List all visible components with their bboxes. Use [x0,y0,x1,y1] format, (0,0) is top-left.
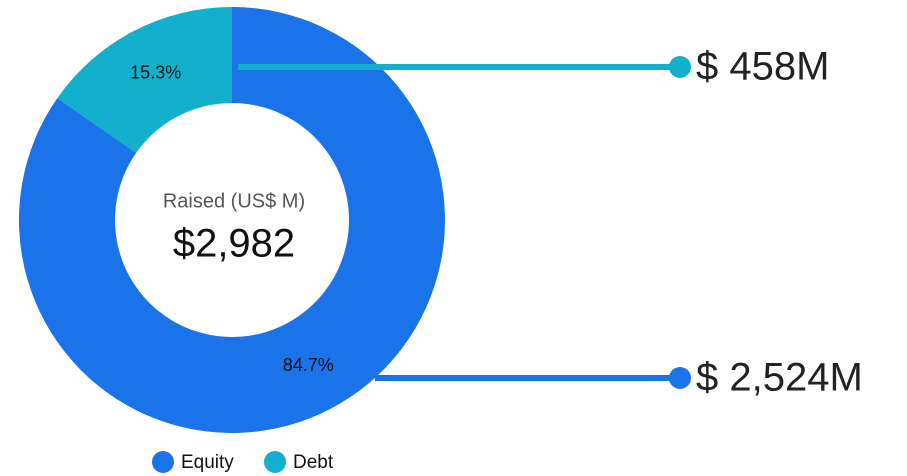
legend-label: Equity [181,452,234,473]
donut-slice [57,7,232,154]
legend-label: Debt [293,452,334,473]
center-value: $2,982 [173,222,295,266]
center-label: Raised (US$ M) [163,190,305,212]
callout-dot [669,56,691,78]
donut-slice [19,7,445,433]
callout-dot [669,367,691,389]
callout-label: $ 458M [696,45,829,89]
slice-label: 15.3% [130,62,181,82]
legend-marker [152,451,174,473]
callout-label: $ 2,524M [696,356,863,400]
legend-marker [264,451,286,473]
slice-label: 84.7% [283,355,334,375]
